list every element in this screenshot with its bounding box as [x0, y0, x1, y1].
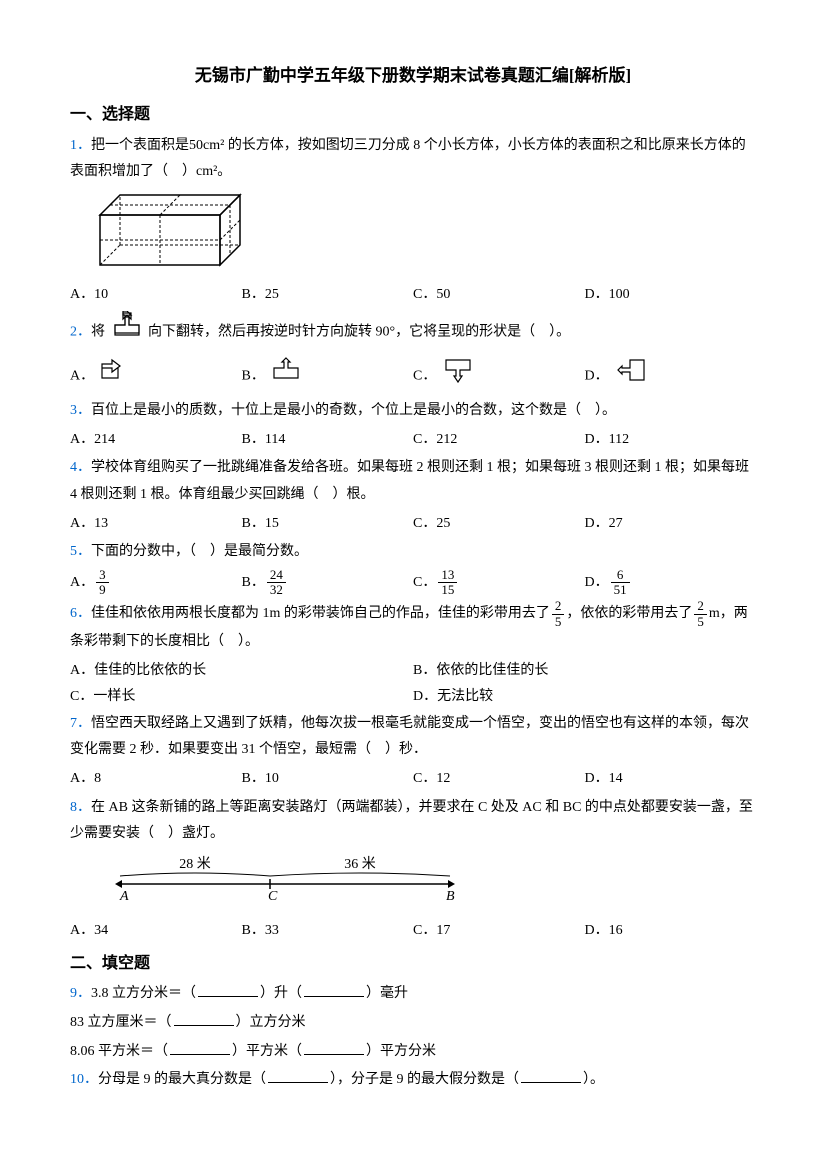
q3-choices: A．214 B．114 C．212 D．112 [70, 427, 756, 454]
q7-choice-b: B．10 [242, 766, 414, 793]
q1-area: 50cm² [189, 138, 224, 153]
q5-choice-c: C．1315 [413, 568, 585, 598]
q4-text: 学校体育组购买了一批跳绳准备发给各班。如果每班 2 根则还剩 1 根；如果每班 … [70, 460, 749, 502]
blank-field[interactable] [174, 1012, 234, 1026]
q3-choice-c: C．212 [413, 427, 585, 454]
q1-choices: A．10 B．25 C．50 D．100 [70, 282, 756, 309]
exam-title: 无锡市广勤中学五年级下册数学期末试卷真题汇编[解析版] [70, 60, 756, 92]
q4-number: 4． [70, 460, 91, 475]
q8-text: 在 AB 这条新铺的路上等距离安装路灯（两端都装），并要求在 C 处及 AC 和… [70, 800, 753, 842]
question-4: 4．学校体育组购买了一批跳绳准备发给各班。如果每班 2 根则还剩 1 根；如果每… [70, 455, 756, 508]
q5-choice-d: D．651 [585, 568, 757, 598]
q8-number: 8． [70, 800, 91, 815]
blank-field[interactable] [268, 1069, 328, 1083]
q4-choice-c: C．25 [413, 511, 585, 538]
q8-diagram: 28 米 36 米 A C B [110, 854, 756, 915]
question-10: 10．分母是 9 的最大真分数是（），分子是 9 的最大假分数是（）。 [70, 1067, 756, 1094]
q6-choice-a: A．佳佳的比依依的长 [70, 658, 413, 685]
q4-choice-d: D．27 [585, 511, 757, 538]
question-1: 1．把一个表面积是50cm² 的长方体，按如图切三刀分成 8 个小长方体，小长方… [70, 133, 756, 186]
q7-choice-a: A．8 [70, 766, 242, 793]
q5-choices: A．39 B．2432 C．1315 D．651 [70, 568, 756, 598]
svg-text:36 米: 36 米 [344, 856, 376, 872]
svg-text:B: B [446, 889, 455, 904]
q4-choice-b: B．15 [242, 511, 414, 538]
q5-choice-a: A．39 [70, 568, 242, 598]
q8-choice-b: B．33 [242, 918, 414, 945]
q1-number: 1． [70, 138, 91, 153]
q8-choice-c: C．17 [413, 918, 585, 945]
q4-choice-a: A．13 [70, 511, 242, 538]
q2-choices: A． B． C． D． [70, 356, 756, 397]
q8-choice-d: D．16 [585, 918, 757, 945]
blank-field[interactable] [304, 983, 364, 997]
blank-field[interactable] [304, 1041, 364, 1055]
q2-shape-stem [109, 311, 145, 354]
svg-text:C: C [268, 889, 278, 904]
q4-choices: A．13 B．15 C．25 D．27 [70, 511, 756, 538]
question-5: 5．下面的分数中，（ ）是最简分数。 [70, 539, 756, 566]
q1-choice-a: A．10 [70, 282, 242, 309]
q3-text: 百位上是最小的质数，十位上是最小的奇数，个位上是最小的合数，这个数是（ ）。 [91, 403, 616, 418]
q10-text-a: 分母是 9 的最大真分数是（ [98, 1072, 266, 1087]
q5-text: 下面的分数中，（ ）是最简分数。 [91, 544, 308, 559]
section-1-title: 一、选择题 [70, 100, 756, 130]
q6-text-a: 佳佳和依依用两根长度都为 1m 的彩带装饰自己的作品，佳佳的彩带用去了 [91, 606, 550, 621]
q8-choice-a: A．34 [70, 918, 242, 945]
q9-line1-a: 3.8 立方分米＝（ [91, 986, 196, 1001]
q2-choice-a: A． [70, 356, 242, 397]
q9-line2: 83 立方厘米＝（）立方分米 [70, 1010, 756, 1037]
svg-text:A: A [119, 889, 129, 904]
q6-text-b: ，依依的彩带用去了 [566, 606, 692, 621]
q7-choice-c: C．12 [413, 766, 585, 793]
q9-number: 9． [70, 986, 91, 1001]
q6-choices: A．佳佳的比依依的长 B．依依的比佳佳的长 C．一样长 D．无法比较 [70, 658, 756, 711]
q2-text-b: 向下翻转，然后再按逆时针方向旋转 90°，它将呈现的形状是（ ）。 [148, 325, 570, 340]
q7-text: 悟空西天取经路上又遇到了妖精，他每次拔一根毫毛就能变成一个悟空，变出的悟空也有这… [70, 716, 749, 758]
q2-choice-c: C． [413, 356, 585, 397]
q2-text-a: 将 [91, 325, 105, 340]
q10-number: 10． [70, 1072, 98, 1087]
q6-choice-b: B．依依的比佳佳的长 [413, 658, 756, 685]
question-9: 9．3.8 立方分米＝（）升（）毫升 [70, 981, 756, 1008]
q2-choice-b: B． [242, 356, 414, 397]
q1-text-a: 把一个表面积是 [91, 138, 189, 153]
q2-number: 2． [70, 325, 91, 340]
cuboid-diagram [90, 190, 756, 281]
question-3: 3．百位上是最小的质数，十位上是最小的奇数，个位上是最小的合数，这个数是（ ）。 [70, 398, 756, 425]
q6-choice-c: C．一样长 [70, 684, 413, 711]
q7-choice-d: D．14 [585, 766, 757, 793]
q6-number: 6． [70, 606, 91, 621]
svg-text:28 米: 28 米 [179, 856, 211, 872]
blank-field[interactable] [170, 1041, 230, 1055]
question-6: 6．佳佳和依依用两根长度都为 1m 的彩带装饰自己的作品，佳佳的彩带用去了25，… [70, 599, 756, 655]
q1-choice-b: B．25 [242, 282, 414, 309]
q1-choice-d: D．100 [585, 282, 757, 309]
q3-choice-d: D．112 [585, 427, 757, 454]
q5-number: 5． [70, 544, 91, 559]
q9-line3: 8.06 平方米＝（）平方米（）平方分米 [70, 1039, 756, 1066]
q5-choice-b: B．2432 [242, 568, 414, 598]
question-2: 2．将 向下翻转，然后再按逆时针方向旋转 90°，它将呈现的形状是（ ）。 [70, 311, 756, 354]
q6-choice-d: D．无法比较 [413, 684, 756, 711]
q3-choice-b: B．114 [242, 427, 414, 454]
q7-choices: A．8 B．10 C．12 D．14 [70, 766, 756, 793]
q2-choice-d: D． [585, 356, 757, 397]
section-2-title: 二、填空题 [70, 949, 756, 979]
q3-choice-a: A．214 [70, 427, 242, 454]
q7-number: 7． [70, 716, 91, 731]
q1-choice-c: C．50 [413, 282, 585, 309]
question-7: 7．悟空西天取经路上又遇到了妖精，他每次拔一根毫毛就能变成一个悟空，变出的悟空也… [70, 711, 756, 764]
question-8: 8．在 AB 这条新铺的路上等距离安装路灯（两端都装），并要求在 C 处及 AC… [70, 795, 756, 848]
q3-number: 3． [70, 403, 91, 418]
q8-choices: A．34 B．33 C．17 D．16 [70, 918, 756, 945]
blank-field[interactable] [198, 983, 258, 997]
blank-field[interactable] [521, 1069, 581, 1083]
